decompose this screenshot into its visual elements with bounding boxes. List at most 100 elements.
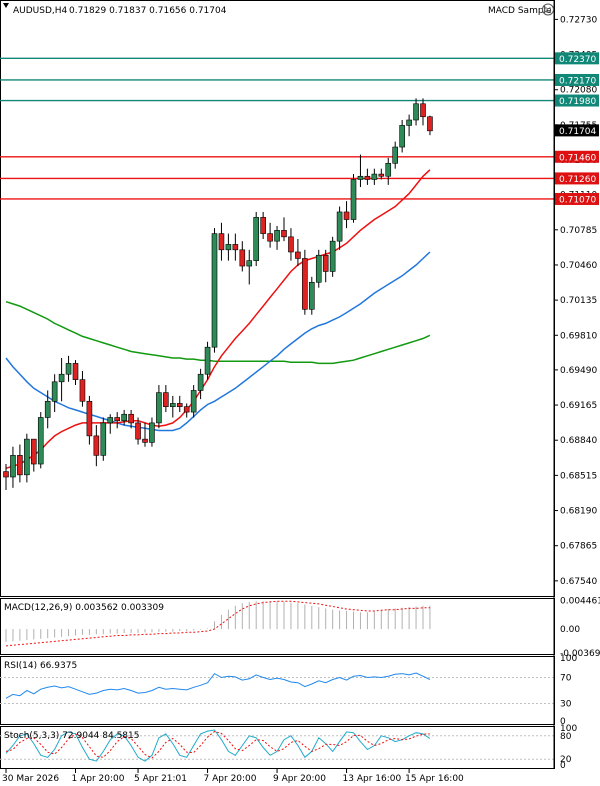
candle[interactable] xyxy=(232,233,239,261)
candle-body xyxy=(170,403,176,407)
candle[interactable] xyxy=(107,414,114,434)
candle[interactable] xyxy=(281,217,287,242)
candle[interactable] xyxy=(392,141,399,169)
candle[interactable] xyxy=(357,154,364,188)
candle[interactable] xyxy=(385,157,392,185)
candle[interactable] xyxy=(329,236,336,277)
candle[interactable] xyxy=(93,425,100,467)
level-label-box xyxy=(555,52,599,65)
stoch-panel[interactable] xyxy=(0,726,555,769)
candle[interactable] xyxy=(170,395,176,418)
candle[interactable] xyxy=(121,409,127,426)
candle[interactable] xyxy=(420,98,426,126)
level-label-text: 0.71460 xyxy=(559,153,596,163)
moving-averages xyxy=(5,169,431,470)
candle[interactable] xyxy=(211,228,218,353)
candle-body xyxy=(295,251,301,259)
candle[interactable] xyxy=(218,222,225,261)
price-tick-label: 0.70460 xyxy=(560,261,597,271)
expand-caret-icon[interactable] xyxy=(3,3,9,8)
candle[interactable] xyxy=(190,385,197,418)
stoch-tick-label: 80 xyxy=(560,732,572,742)
candle[interactable] xyxy=(364,168,371,185)
candle[interactable] xyxy=(10,446,16,488)
candle[interactable] xyxy=(371,168,378,185)
candle[interactable] xyxy=(239,241,246,272)
stoch-k-line xyxy=(5,729,431,762)
candle[interactable] xyxy=(30,438,37,472)
candle-body xyxy=(121,413,127,422)
time-tick-label: 7 Apr 20:00 xyxy=(204,774,257,784)
candle[interactable] xyxy=(176,395,183,413)
candle-body xyxy=(427,116,433,132)
time-tick-label: 9 Apr 20:00 xyxy=(273,774,326,784)
candle[interactable] xyxy=(315,249,322,288)
candle-body xyxy=(211,233,218,348)
candle-body xyxy=(100,422,107,456)
candle[interactable] xyxy=(336,206,343,250)
candle[interactable] xyxy=(183,403,190,418)
candle[interactable] xyxy=(302,249,308,315)
candle[interactable] xyxy=(378,168,385,180)
candle[interactable] xyxy=(37,412,44,469)
smiley-face-icon[interactable] xyxy=(542,3,554,16)
candle[interactable] xyxy=(79,370,86,407)
candle-body xyxy=(413,103,419,121)
candle[interactable] xyxy=(65,355,72,382)
candle[interactable] xyxy=(135,417,141,445)
candle[interactable] xyxy=(197,368,204,400)
candle[interactable] xyxy=(3,464,9,490)
level-label-text: 0.72170 xyxy=(559,76,596,86)
candle[interactable] xyxy=(114,412,120,429)
candle-body xyxy=(190,390,197,413)
candle[interactable] xyxy=(288,228,294,261)
rsi-panel[interactable] xyxy=(0,656,555,725)
candle[interactable] xyxy=(86,395,93,445)
candle[interactable] xyxy=(149,417,155,447)
candle[interactable] xyxy=(350,174,357,223)
candle[interactable] xyxy=(204,341,211,380)
time-tick-label: 30 Mar 2026 xyxy=(2,774,59,784)
candle[interactable] xyxy=(142,422,148,447)
candle[interactable] xyxy=(128,409,134,429)
candle[interactable] xyxy=(246,249,253,285)
stoch-tick-label: 20 xyxy=(560,755,572,765)
candle[interactable] xyxy=(308,276,315,315)
candle[interactable] xyxy=(260,211,266,239)
candle[interactable] xyxy=(399,120,405,153)
candle-body xyxy=(302,258,308,310)
candle[interactable] xyxy=(225,233,232,261)
candle-body xyxy=(420,103,426,118)
candle-body xyxy=(246,260,253,267)
candle-body xyxy=(392,146,399,164)
candle[interactable] xyxy=(51,374,58,413)
candle[interactable] xyxy=(44,390,51,429)
main-price-panel[interactable] xyxy=(0,0,555,597)
candle[interactable] xyxy=(267,222,273,248)
candle[interactable] xyxy=(100,417,107,461)
candle[interactable] xyxy=(17,444,23,483)
candle-body xyxy=(58,373,65,383)
candle[interactable] xyxy=(156,385,162,429)
candle[interactable] xyxy=(274,226,280,250)
macd-tick-label: 0.00 xyxy=(560,625,580,635)
candle[interactable] xyxy=(343,201,350,229)
candle-body xyxy=(218,233,225,251)
candle-body xyxy=(24,438,30,476)
candle[interactable] xyxy=(253,211,259,267)
candle[interactable] xyxy=(295,239,301,267)
candle[interactable] xyxy=(163,385,169,413)
candle[interactable] xyxy=(413,98,419,126)
candle-body xyxy=(17,455,23,476)
candle[interactable] xyxy=(72,360,79,386)
price-tick-label: 0.67540 xyxy=(560,577,597,587)
candle[interactable] xyxy=(406,114,412,137)
level-labels: 0.72370 0.72170 0.71980 0.71704 0.71460 0.712… xyxy=(555,52,599,205)
candle[interactable] xyxy=(24,433,30,483)
rsi-tick-label: 70 xyxy=(560,674,572,684)
candle[interactable] xyxy=(427,115,433,136)
candle-body xyxy=(107,417,114,424)
candle[interactable] xyxy=(58,358,65,402)
candle[interactable] xyxy=(322,249,329,283)
